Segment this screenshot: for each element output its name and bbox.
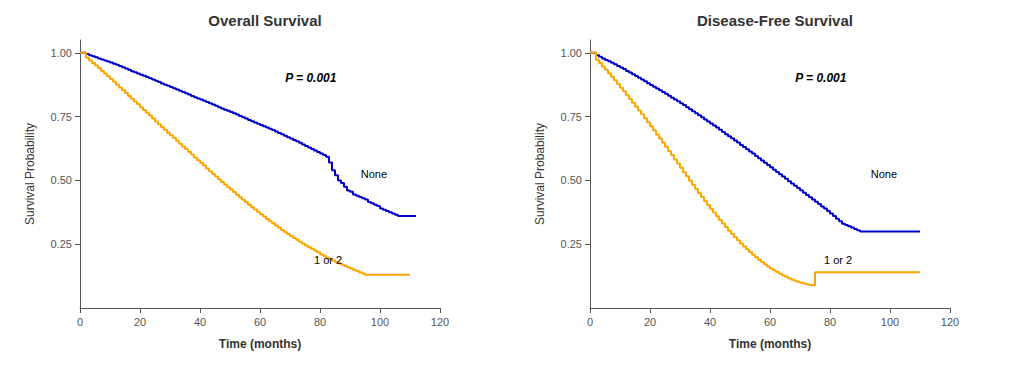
svg-text:1 or 2: 1 or 2 xyxy=(824,254,852,266)
svg-text:Time (months): Time (months) xyxy=(219,337,301,351)
svg-text:100: 100 xyxy=(881,316,899,328)
svg-text:1 or 2: 1 or 2 xyxy=(314,254,342,266)
svg-text:Survival Probability: Survival Probability xyxy=(533,123,547,225)
svg-text:20: 20 xyxy=(134,316,146,328)
svg-text:0.75: 0.75 xyxy=(51,111,72,123)
svg-text:120: 120 xyxy=(941,316,959,328)
svg-text:0.50: 0.50 xyxy=(561,174,582,186)
svg-text:40: 40 xyxy=(194,316,206,328)
svg-text:120: 120 xyxy=(431,316,449,328)
svg-text:40: 40 xyxy=(704,316,716,328)
svg-text:Time (months): Time (months) xyxy=(729,337,811,351)
svg-text:None: None xyxy=(361,168,387,180)
svg-text:60: 60 xyxy=(254,316,266,328)
svg-text:0: 0 xyxy=(77,316,83,328)
svg-text:0.25: 0.25 xyxy=(51,238,72,250)
svg-text:80: 80 xyxy=(824,316,836,328)
svg-text:100: 100 xyxy=(371,316,389,328)
svg-text:0: 0 xyxy=(587,316,593,328)
svg-text:P = 0.001: P = 0.001 xyxy=(285,71,337,85)
svg-text:60: 60 xyxy=(764,316,776,328)
svg-text:Survival Probability: Survival Probability xyxy=(23,123,37,225)
svg-text:Disease-Free Survival: Disease-Free Survival xyxy=(697,12,853,29)
svg-text:80: 80 xyxy=(314,316,326,328)
svg-text:1.00: 1.00 xyxy=(51,47,72,59)
svg-text:0.50: 0.50 xyxy=(51,174,72,186)
svg-text:20: 20 xyxy=(644,316,656,328)
svg-text:0.75: 0.75 xyxy=(561,111,582,123)
svg-text:1.00: 1.00 xyxy=(561,47,582,59)
svg-text:0.25: 0.25 xyxy=(561,238,582,250)
svg-text:None: None xyxy=(871,168,897,180)
svg-text:Overall Survival: Overall Survival xyxy=(208,12,321,29)
svg-text:P = 0.001: P = 0.001 xyxy=(795,71,847,85)
